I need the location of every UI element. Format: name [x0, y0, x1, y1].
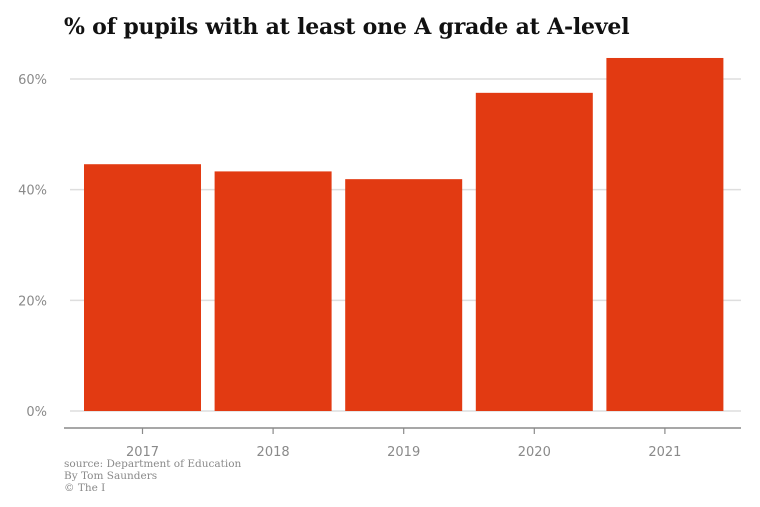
bar-2019 — [345, 179, 463, 411]
byline: By Tom Saunders — [64, 470, 158, 482]
copyright-note: © The I — [64, 482, 106, 494]
y-tick-label: 60% — [18, 73, 47, 88]
chart-title: % of pupils with at least one A grade at… — [64, 14, 630, 40]
x-axis-ticks: 2017 2018 2019 2020 2021 — [126, 428, 681, 460]
bar-2020 — [475, 92, 593, 411]
bar-2017 — [84, 164, 201, 411]
chart-footer: source: Department of Education By Tom S… — [64, 458, 241, 494]
y-tick-label: 0% — [26, 405, 47, 420]
y-tick-label: 20% — [18, 294, 47, 309]
bars — [84, 57, 724, 412]
bar-2018 — [214, 171, 332, 411]
x-tick-label: 2019 — [387, 445, 420, 460]
x-tick-label: 2020 — [518, 445, 551, 460]
bar-2021 — [606, 57, 724, 412]
x-tick-label: 2017 — [126, 445, 159, 460]
source-note: source: Department of Education — [64, 458, 242, 470]
y-tick-label: 40% — [18, 184, 47, 199]
x-tick-label: 2021 — [648, 445, 681, 460]
x-tick-label: 2018 — [257, 445, 290, 460]
